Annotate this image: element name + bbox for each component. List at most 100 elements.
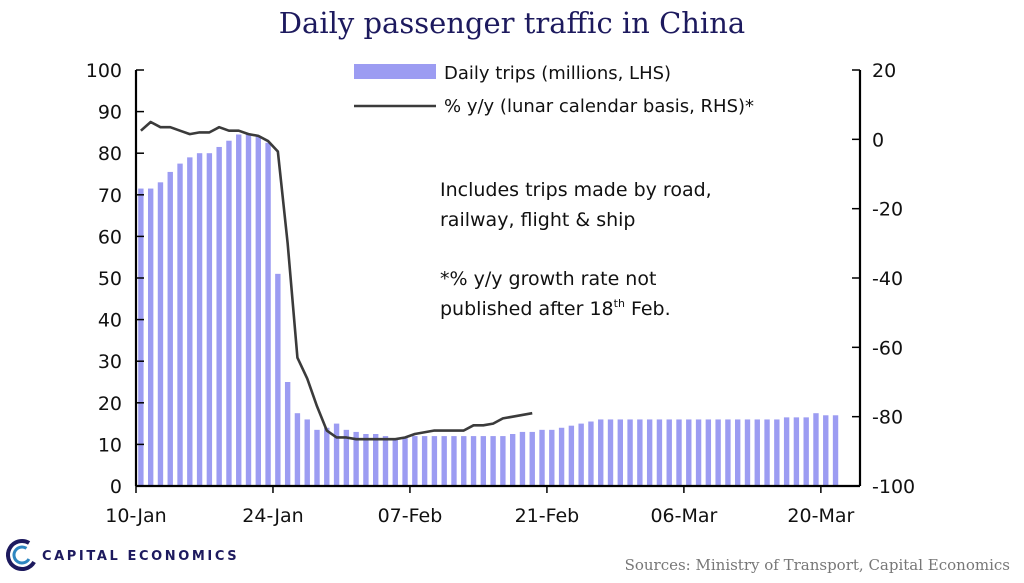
note-line-3: *% y/y growth rate not xyxy=(440,268,656,290)
daily-trips-bar xyxy=(343,429,350,486)
daily-trips-bar xyxy=(793,417,800,486)
daily-trips-bar xyxy=(529,431,535,486)
daily-trips-bar xyxy=(353,431,359,486)
right-tick-label: 20 xyxy=(872,60,896,82)
daily-trips-bar xyxy=(646,419,653,486)
daily-trips-bar xyxy=(676,419,682,486)
daily-trips-bar xyxy=(823,415,829,486)
x-tick-label: 06-Mar xyxy=(650,505,717,527)
daily-trips-bar xyxy=(519,431,526,486)
daily-trips-bar xyxy=(803,417,809,486)
daily-trips-bar xyxy=(265,142,271,487)
daily-trips-bar xyxy=(715,419,721,486)
x-tick-label: 21-Feb xyxy=(515,505,580,527)
daily-trips-bar xyxy=(431,436,438,486)
right-tick-label: -100 xyxy=(872,476,915,498)
brand-name: CAPITAL ECONOMICS xyxy=(42,549,239,564)
daily-trips-bar xyxy=(695,419,702,486)
daily-trips-bar xyxy=(333,423,340,486)
daily-trips-bar xyxy=(206,153,213,486)
daily-trips-bar xyxy=(774,419,780,486)
logo-ring-icon xyxy=(6,539,38,571)
annotation-note: Includes trips made by road, railway, fl… xyxy=(440,179,712,320)
x-tick-label: 10-Jan xyxy=(105,505,166,527)
daily-trips-bar xyxy=(617,419,623,486)
right-tick-label: -20 xyxy=(872,199,903,221)
daily-trips-bar xyxy=(392,438,398,486)
daily-trips-bar xyxy=(666,419,672,486)
daily-trips-bar xyxy=(764,419,770,486)
daily-trips-bar xyxy=(216,146,222,486)
capital-economics-logo: CAPITAL ECONOMICS xyxy=(6,539,239,571)
x-tick-label: 07-Feb xyxy=(378,505,443,527)
daily-trips-bar xyxy=(461,436,467,486)
daily-trips-bar xyxy=(324,427,330,486)
right-tick-label: -60 xyxy=(872,337,903,359)
daily-trips-bar xyxy=(294,413,301,486)
daily-trips-bar xyxy=(744,419,751,486)
left-tick-label: 80 xyxy=(98,143,122,165)
daily-trips-bar xyxy=(509,434,516,486)
daily-trips-bar xyxy=(686,419,692,486)
chart-title: Daily passenger traffic in China xyxy=(279,6,745,40)
daily-trips-bar xyxy=(549,429,555,486)
daily-trips-bar xyxy=(725,419,731,486)
daily-trips-bar xyxy=(539,429,545,486)
daily-trips-bar xyxy=(470,436,477,486)
daily-trips-bar xyxy=(607,419,614,486)
daily-trips-bar xyxy=(147,188,154,486)
left-axis-ticks: 0 10 20 30 40 50 60 70 80 90 100 xyxy=(86,60,144,498)
right-tick-label: -40 xyxy=(872,268,903,290)
daily-trips-bar xyxy=(558,427,565,486)
daily-trips-bar xyxy=(255,136,261,486)
daily-trips-bar xyxy=(314,429,320,486)
x-tick-label: 24-Jan xyxy=(242,505,303,527)
legend: Daily trips (millions, LHS) % y/y (lunar… xyxy=(354,63,754,117)
daily-trips-bar xyxy=(157,182,164,486)
daily-trips-bar xyxy=(402,438,408,486)
x-axis-ticks: 10-Jan 24-Jan 07-Feb 21-Feb 06-Mar 20-Mar xyxy=(105,486,854,527)
daily-trips-bar xyxy=(637,419,643,486)
left-tick-label: 20 xyxy=(98,393,122,415)
daily-trips-bar xyxy=(363,434,369,486)
daily-trips-bar xyxy=(735,419,741,486)
daily-trips-bar xyxy=(245,134,252,487)
left-tick-label: 100 xyxy=(86,60,122,82)
daily-trips-bar xyxy=(588,421,594,486)
left-tick-label: 70 xyxy=(98,185,122,207)
left-tick-label: 60 xyxy=(98,226,122,248)
left-tick-label: 30 xyxy=(98,351,122,373)
daily-trips-bar xyxy=(656,419,663,486)
daily-trips-bar xyxy=(275,273,281,486)
daily-trips-bar xyxy=(813,413,819,486)
daily-trips-bar xyxy=(177,163,183,486)
daily-trips-bar xyxy=(226,140,232,486)
daily-trips-bar xyxy=(304,419,310,486)
daily-trips-bar xyxy=(500,436,506,486)
left-tick-label: 0 xyxy=(110,476,122,498)
yoy-growth-line xyxy=(140,120,533,441)
note-line-1: Includes trips made by road, xyxy=(440,179,712,201)
note-line-2: railway, flight & ship xyxy=(440,209,636,231)
daily-trips-bar xyxy=(167,171,173,487)
left-tick-label: 90 xyxy=(98,102,122,124)
daily-trips-bar xyxy=(196,153,203,486)
logo-inner-ring-icon xyxy=(12,545,32,565)
daily-trips-bar xyxy=(412,436,418,486)
right-axis-ticks: 20 0 -20 -40 -60 -80 -100 xyxy=(852,60,915,498)
legend-bar-swatch xyxy=(354,64,436,79)
source-note: Sources: Ministry of Transport, Capital … xyxy=(625,556,1010,574)
daily-trips-bar xyxy=(441,436,447,486)
daily-trips-bar xyxy=(490,436,496,486)
daily-trips-bar xyxy=(568,425,575,486)
right-tick-label: 0 xyxy=(872,129,884,151)
note-line-4: published after 18th Feb. xyxy=(440,297,671,320)
daily-trips-bar xyxy=(373,434,379,486)
daily-trips-bar xyxy=(754,419,760,486)
x-tick-label: 20-Mar xyxy=(787,505,854,527)
right-tick-label: -80 xyxy=(872,407,903,429)
daily-trips-bar xyxy=(783,417,790,486)
left-tick-label: 10 xyxy=(98,434,122,456)
daily-trips-bar xyxy=(705,419,712,486)
